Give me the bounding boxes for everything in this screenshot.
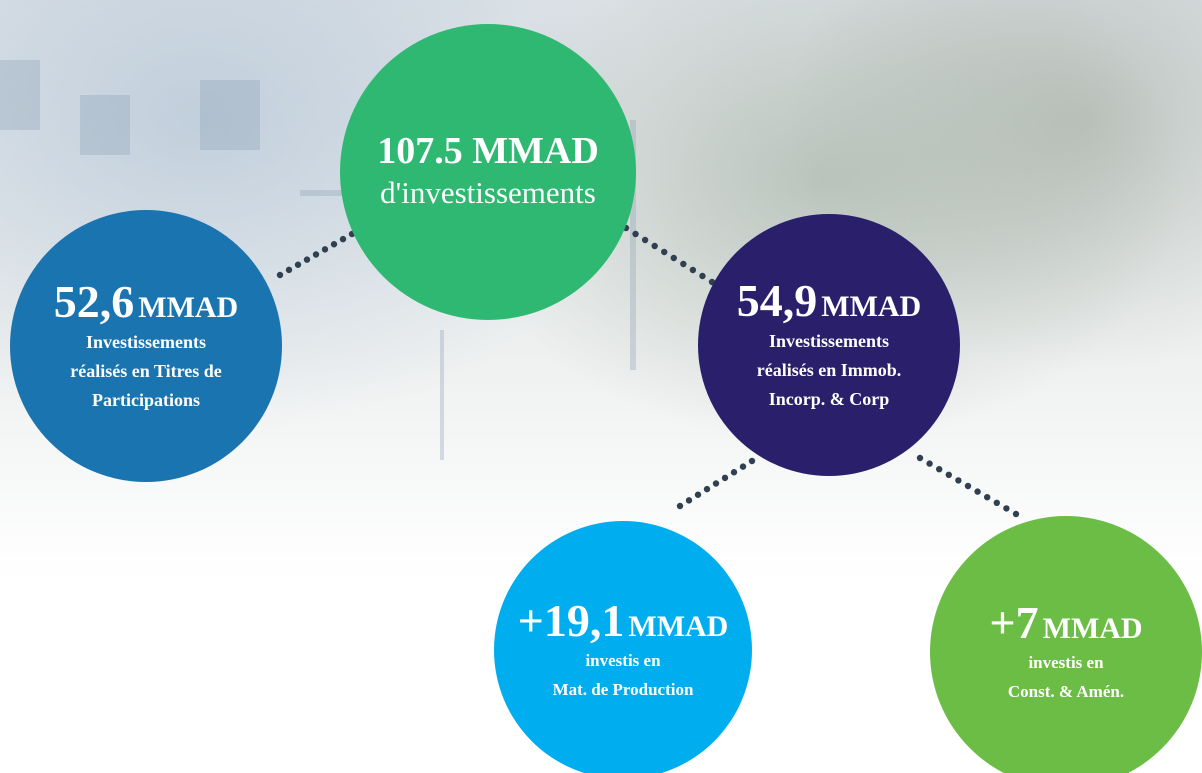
amount-unit: MMAD [821,290,921,323]
node-production: +19,1 MMAD investis en Mat. de Productio… [494,521,752,773]
node-text: Investissements [86,328,206,357]
connector-dot [740,463,746,469]
node-amount: 52,6 MMAD [54,277,238,328]
connector-dot [994,500,1000,506]
connector-dot [699,273,705,279]
node-text: investis en [1028,648,1103,677]
connector-dot [277,272,283,278]
node-text: Const. & Amén. [1008,677,1124,706]
connector-dot [984,494,990,500]
connector-dot [286,267,292,273]
connector-dot [331,241,337,247]
connector-dot [974,488,980,494]
node-text: réalisés en Titres de [70,357,222,386]
connector-dot [926,460,932,466]
amount-value: 54,9 [737,275,818,326]
connector-dot [690,267,696,273]
connector-dot [642,237,648,243]
node-amount: 107.5 MMAD [377,131,599,173]
connector-dot [749,458,755,464]
connector-dot [680,261,686,267]
amount-unit: MMAD [138,291,238,324]
connector-dot [731,469,737,475]
node-text: réalisés en Immob. [757,356,901,385]
connector-dot [695,492,701,498]
connector-dot [651,243,657,249]
amount-unit: MMAD [628,610,728,643]
connector-dot [686,497,692,503]
connector-dot [1003,505,1009,511]
connector-dot [936,466,942,472]
connector-dot [713,480,719,486]
infographic: 107.5 MMAD d'investissements 52,6 MMAD I… [0,0,1202,773]
amount-value: 52,6 [54,276,135,327]
node-total: 107.5 MMAD d'investissements [340,24,636,320]
node-text: d'investissements [380,173,596,213]
connector-dot [671,255,677,261]
node-text: investis en [585,646,660,675]
connector-dot [1013,511,1019,517]
amount-value: +7 [989,597,1038,648]
connector-dot [955,477,961,483]
connector-dot [965,483,971,489]
amount-value: +19,1 [518,595,625,646]
connector-dot [340,236,346,242]
connector-dot [322,246,328,252]
amount-unit: MMAD [1043,612,1143,645]
connector-dot [661,249,667,255]
connector-dot [632,231,638,237]
connector-dot [722,475,728,481]
connector-dot [917,455,923,461]
connector-dot [295,262,301,268]
connector-dot [304,256,310,262]
node-construction: +7 MMAD investis en Const. & Amén. [930,516,1202,773]
node-titres: 52,6 MMAD Investissements réalisés en Ti… [10,210,282,482]
node-immob: 54,9 MMAD Investissements réalisés en Im… [698,214,960,476]
connector-dot [704,486,710,492]
connector-dot [946,472,952,478]
node-text: Mat. de Production [553,675,694,704]
node-amount: +7 MMAD [989,598,1142,649]
node-amount: 54,9 MMAD [737,276,921,327]
node-text: Incorp. & Corp [769,385,890,414]
connector-dot [677,503,683,509]
node-amount: +19,1 MMAD [518,596,729,647]
node-text: Participations [92,386,200,415]
node-text: Investissements [769,327,889,356]
connector-dot [313,251,319,257]
